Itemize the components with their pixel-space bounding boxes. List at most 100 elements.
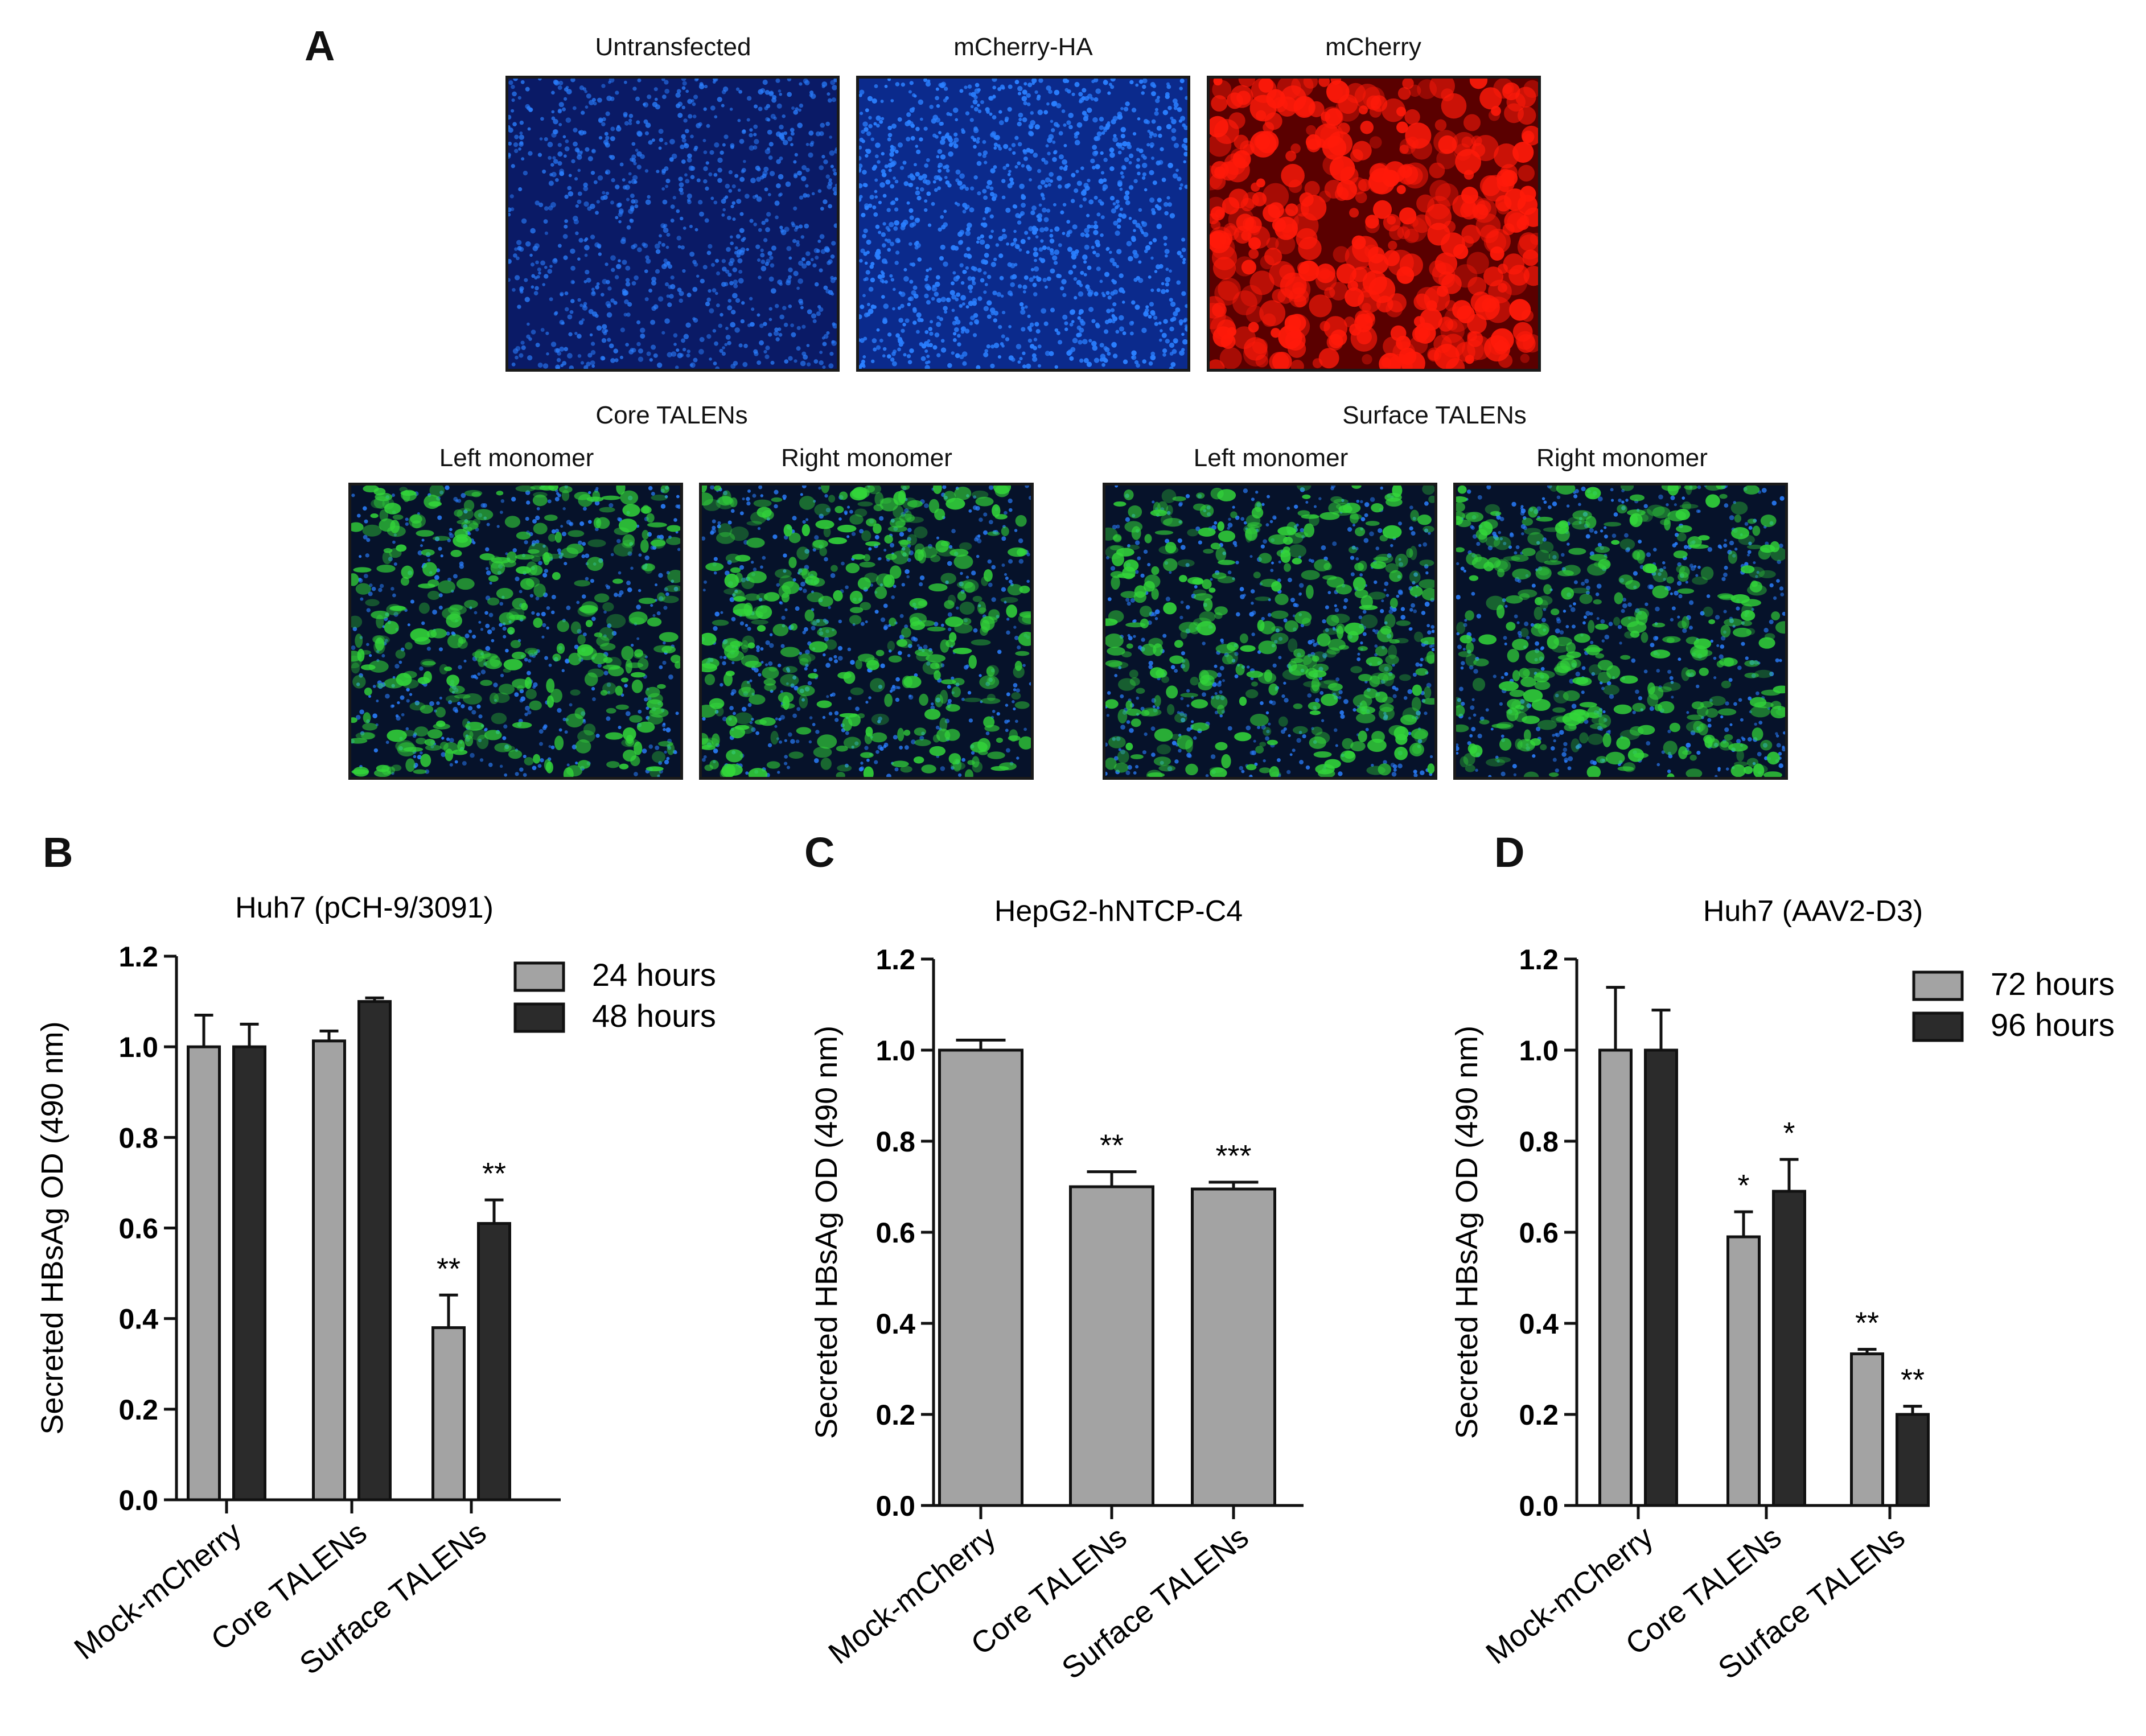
nucleus-mark [398,660,402,664]
cell-mark [1252,338,1268,355]
nucleus-mark [1114,673,1118,677]
nucleus-mark [1004,719,1009,724]
nucleus-mark [1174,669,1178,673]
nucleus-mark [890,357,895,362]
cell-mark [924,709,941,720]
nucleus-mark [722,346,725,349]
nucleus-mark [517,305,521,309]
nucleus-mark [790,131,795,136]
nucleus-mark [716,271,721,275]
nucleus-mark [882,347,887,351]
nucleus-mark [923,341,930,347]
nucleus-mark [578,540,582,545]
nucleus-mark [910,135,915,141]
cell-mark [1318,190,1331,203]
nucleus-mark [672,196,676,200]
nucleus-mark [665,184,669,188]
nucleus-mark [725,326,729,330]
cell-mark [1467,277,1487,295]
nucleus-mark [813,248,819,253]
nucleus-mark [992,94,996,98]
nucleus-mark [1042,196,1046,200]
cell-mark [704,674,716,685]
cell-mark [1249,131,1277,158]
nucleus-mark [1167,766,1173,771]
nucleus-mark [1017,220,1022,225]
cell-mark [533,523,548,534]
cell-mark [1467,331,1483,347]
nucleus-mark [792,713,797,718]
nucleus-mark [1413,770,1417,774]
nucleus-mark [552,129,558,134]
cell-mark [554,532,562,543]
cell-mark [902,497,918,510]
nucleus-mark [934,281,940,287]
nucleus-mark [1424,711,1428,715]
nucleus-mark [849,509,853,514]
nucleus-mark [791,223,796,228]
cell-mark [1396,184,1406,195]
nucleus-mark [1186,689,1190,693]
nucleus-mark [1179,87,1183,90]
nucleus-mark [1360,641,1363,645]
nucleus-mark [769,171,775,176]
nucleus-mark [990,229,994,233]
nucleus-mark [885,179,891,185]
nucleus-mark [688,165,694,171]
nucleus-mark [959,186,964,190]
cell-mark [870,678,885,693]
cell-mark [837,672,852,679]
nucleus-mark [1113,289,1119,295]
nucleus-mark [800,581,805,587]
cell-mark [815,520,834,529]
nucleus-mark [723,491,728,496]
nucleus-mark [779,740,783,744]
nucleus-mark [548,663,552,667]
micrograph-mcherry [1207,76,1541,372]
nucleus-mark [561,321,565,325]
nucleus-mark [1424,501,1429,506]
nucleus-mark [566,605,571,610]
cell-mark [757,507,772,518]
nucleus-mark [1150,726,1156,731]
nucleus-mark [702,265,708,270]
nucleus-mark [499,511,503,514]
nucleus-mark [926,285,932,291]
nucleus-mark [512,122,517,126]
nucleus-mark [1325,628,1329,632]
nucleus-mark [951,529,956,533]
nucleus-mark [618,259,621,262]
nucleus-mark [1277,758,1281,762]
nucleus-mark [1388,609,1393,614]
nucleus-mark [638,709,642,714]
nucleus-mark [1093,136,1099,141]
nucleus-mark [972,333,977,338]
nucleus-mark [938,227,942,232]
cell-mark [1300,195,1327,221]
cell-mark [809,641,828,653]
nucleus-mark [636,164,642,170]
nucleus-mark [659,596,664,601]
nucleus-mark [805,663,809,668]
cell-mark [771,497,783,503]
nucleus-mark [1131,108,1137,113]
cell-mark [558,486,573,493]
nucleus-mark [739,250,745,256]
nucleus-mark [468,630,472,633]
cell-mark [420,754,431,767]
nucleus-mark [1056,273,1061,278]
cell-mark [730,567,741,573]
nucleus-mark [1352,524,1355,527]
nucleus-mark [1194,585,1198,589]
nucleus-mark [1107,597,1112,602]
nucleus-mark [557,161,562,166]
cell-mark [442,607,461,620]
nucleus-mark [1041,194,1045,198]
nucleus-mark [1088,199,1094,205]
cell-mark [363,712,371,723]
nucleus-mark [895,82,900,87]
nucleus-mark [607,286,612,291]
nucleus-mark [542,544,546,548]
cell-mark [621,645,634,661]
nucleus-mark [1014,165,1018,169]
